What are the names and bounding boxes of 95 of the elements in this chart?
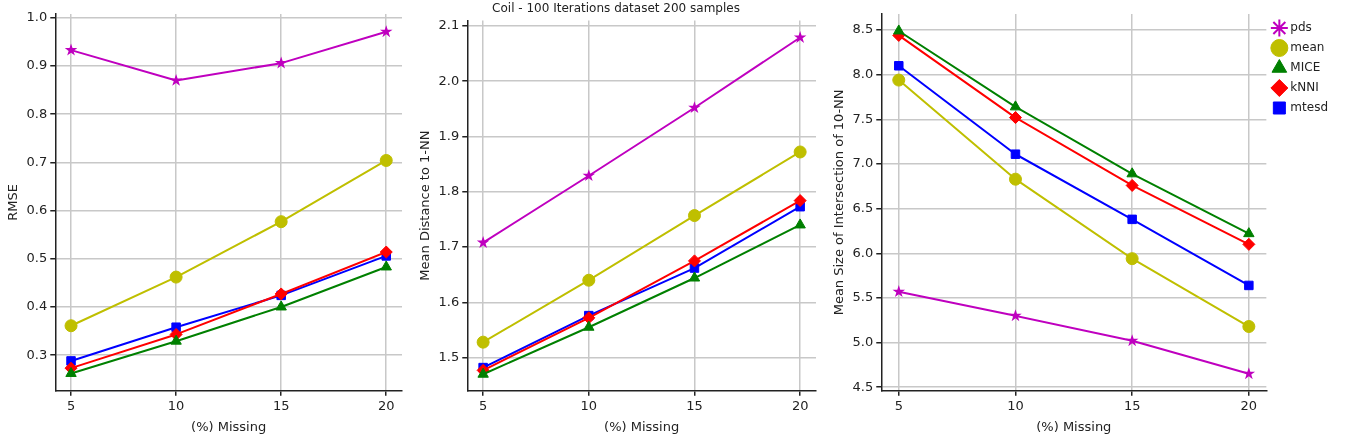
point [274, 56, 288, 69]
x-tick-label: 5 [894, 397, 903, 413]
x-tick-label: 15 [686, 397, 703, 413]
point [793, 145, 807, 159]
y-tick-label: 6.0 [852, 244, 874, 260]
y-tick-label: 5.0 [852, 333, 874, 349]
y-tick-label: 7.0 [852, 155, 874, 171]
point [1125, 178, 1139, 192]
point [688, 271, 701, 282]
point [582, 273, 596, 287]
point [892, 73, 906, 87]
y-tick-label: 0.8 [26, 105, 48, 121]
point [688, 101, 701, 114]
y-tick-label: 2.0 [438, 72, 460, 88]
point [793, 194, 807, 208]
point [1243, 227, 1255, 238]
point [1008, 172, 1022, 186]
point [65, 366, 77, 377]
point [1010, 149, 1021, 159]
y-tick-label: 5.5 [852, 289, 874, 305]
x-axis-title: (%) Missing [1036, 418, 1112, 434]
point [380, 260, 392, 271]
legend-label: pds [1290, 20, 1312, 35]
point [1125, 252, 1139, 266]
x-tick-label: 10 [167, 397, 185, 413]
point [1009, 100, 1022, 111]
y-tick-label: 0.7 [26, 153, 48, 169]
y-tick-label: 6.5 [852, 200, 874, 216]
point [794, 218, 806, 229]
y-tick-label: 8.5 [852, 21, 874, 37]
point [1242, 367, 1256, 380]
y-tick-label: 7.5 [852, 110, 874, 126]
point [1126, 167, 1138, 178]
point [64, 319, 78, 333]
point [793, 30, 807, 43]
y-tick-label: 1.9 [438, 127, 460, 143]
point [379, 153, 393, 167]
y-tick-label: 0.6 [26, 201, 48, 217]
y-tick-label: 0.9 [26, 57, 48, 73]
point [687, 254, 701, 268]
y-axis-title: RMSE [5, 184, 21, 221]
y-axis-title: Mean Size of Intersection of 10-NN [831, 89, 847, 316]
point [1008, 111, 1022, 125]
y-tick-label: 4.5 [852, 378, 874, 394]
legend-label: kNNI [1290, 80, 1319, 95]
legend-label: mean [1290, 40, 1325, 55]
x-tick-label: 10 [580, 397, 598, 413]
point [1125, 334, 1139, 347]
y-tick-label: 0.5 [26, 250, 48, 266]
point [892, 285, 906, 298]
legend-label: MICE [1290, 60, 1321, 75]
x-tick-label: 5 [478, 397, 488, 413]
y-tick-label: 1.7 [438, 238, 460, 254]
x-tick-label: 15 [272, 397, 290, 413]
y-tick-label: 0.3 [26, 346, 48, 362]
point [379, 245, 393, 259]
point [583, 320, 595, 331]
x-axis-title: (%) Missing [191, 418, 267, 434]
point [476, 335, 490, 349]
point [64, 43, 78, 56]
point [169, 73, 183, 86]
point [582, 311, 596, 325]
x-tick-label: 15 [1123, 397, 1141, 413]
x-tick-label: 10 [1007, 397, 1024, 413]
point [274, 215, 288, 229]
y-tick-label: 2.1 [438, 17, 460, 33]
y-tick-label: 1.8 [438, 183, 460, 199]
point [477, 367, 489, 378]
point [1242, 237, 1256, 251]
x-tick-label: 20 [791, 397, 809, 413]
point [687, 209, 701, 223]
point [379, 25, 393, 38]
x-tick-label: 20 [377, 397, 395, 413]
y-tick-label: 1.5 [438, 349, 460, 364]
point [275, 300, 287, 311]
y-tick-label: 1.6 [438, 293, 460, 309]
y-axis-title: Mean Distance to 1-NN [417, 130, 433, 281]
point [1244, 280, 1254, 291]
point [893, 24, 905, 35]
point [1242, 320, 1256, 334]
x-tick-label: 20 [1240, 397, 1258, 413]
chart-title: Coil - 100 Iterations dataset 200 samples [492, 1, 740, 16]
y-tick-label: 0.4 [26, 298, 48, 314]
x-axis-title: (%) Missing [604, 418, 680, 434]
point [894, 61, 904, 71]
point [170, 334, 182, 345]
point [169, 270, 183, 284]
point [1127, 214, 1137, 225]
y-tick-label: 1.0 [26, 9, 48, 25]
point [1009, 309, 1022, 322]
x-tick-label: 5 [66, 397, 76, 413]
point [476, 236, 490, 248]
y-tick-label: 8.0 [852, 66, 874, 82]
legend-label: mtesd [1290, 100, 1329, 115]
point [582, 169, 596, 182]
